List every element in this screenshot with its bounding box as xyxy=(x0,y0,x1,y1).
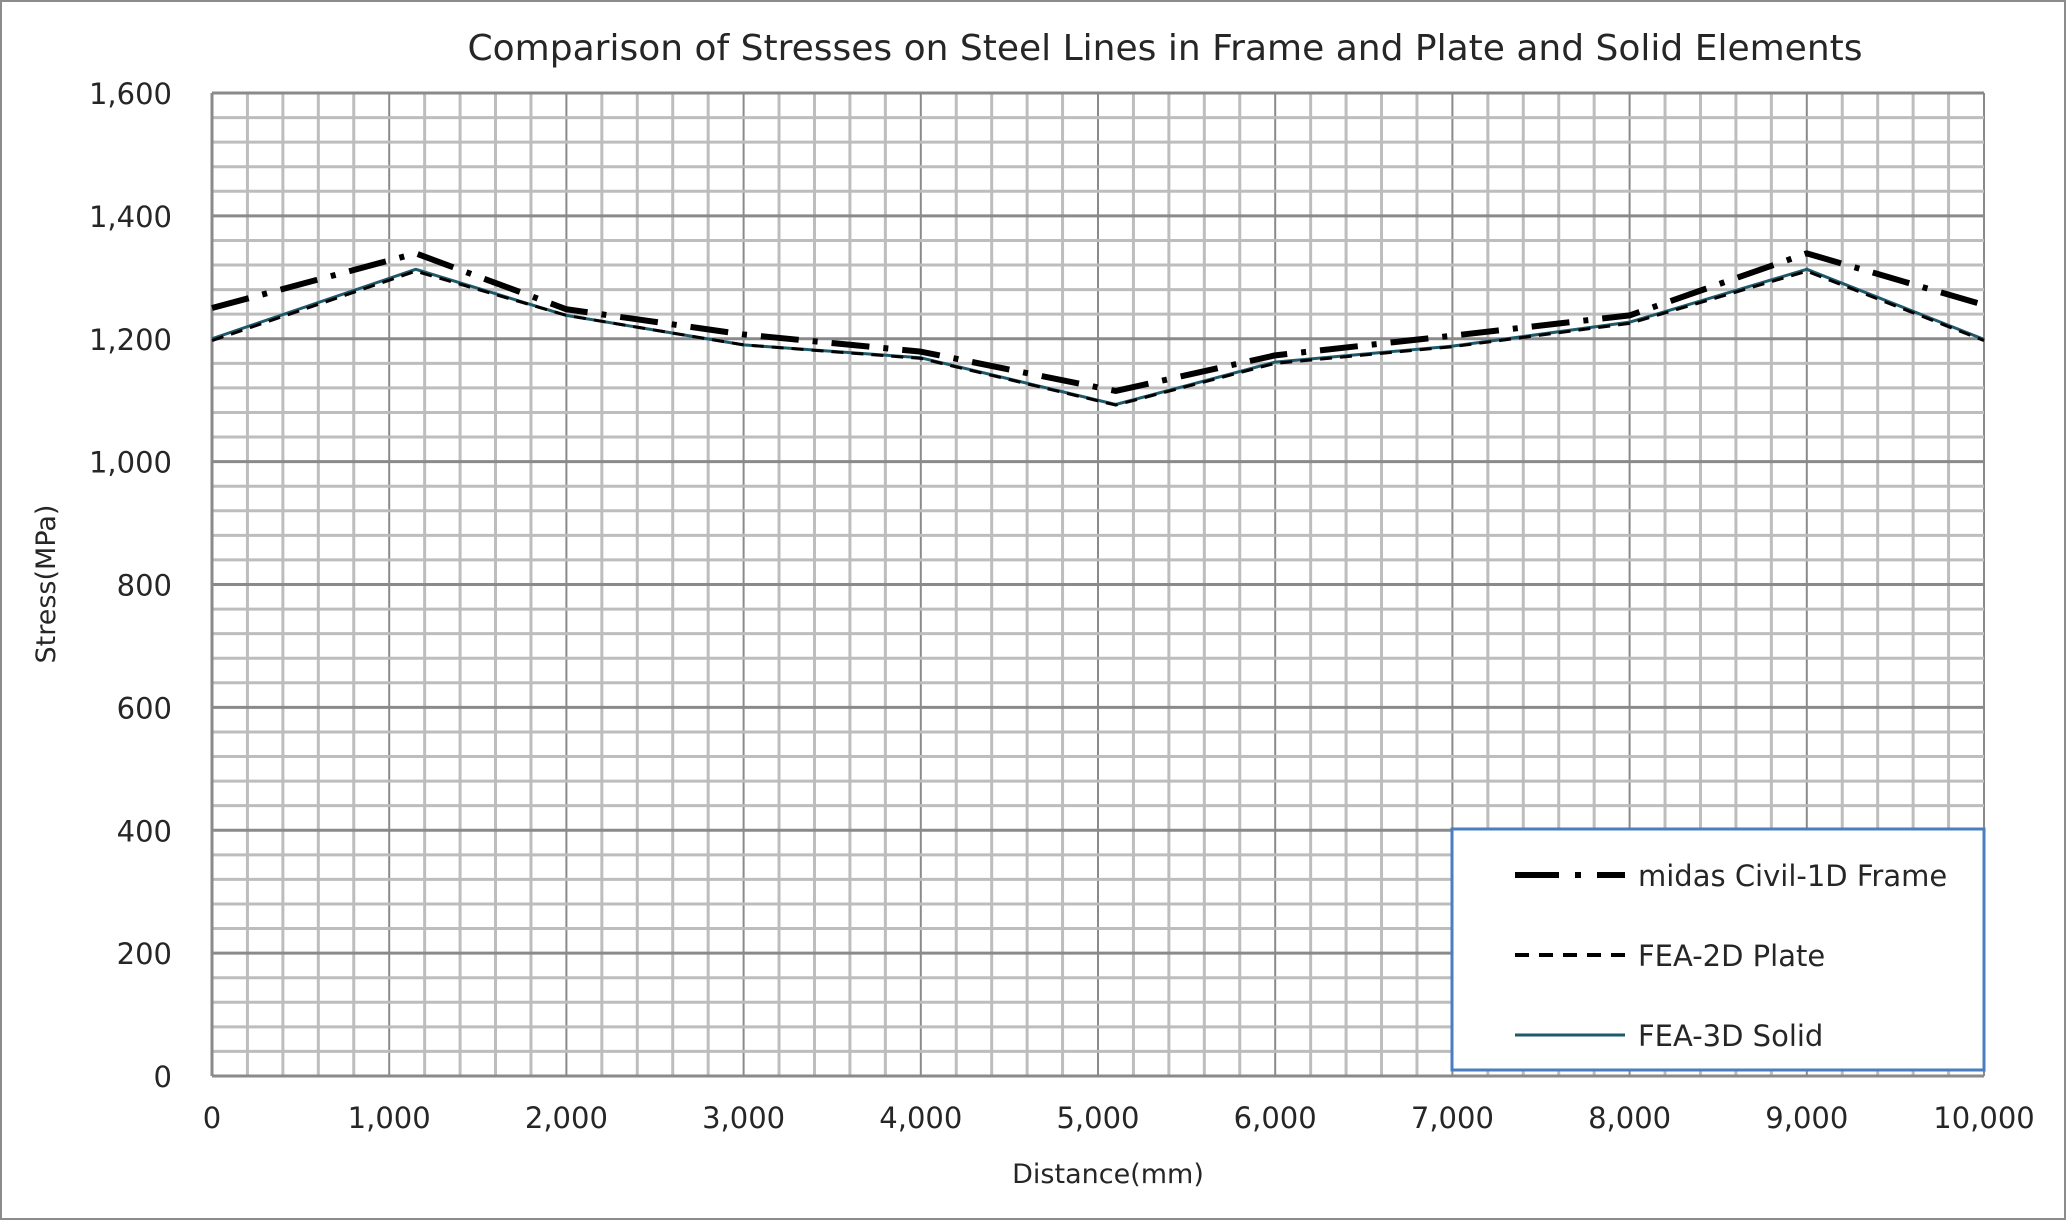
x-tick-label: 8,000 xyxy=(1588,1101,1671,1135)
legend-label: midas Civil-1D Frame xyxy=(1638,859,1947,893)
x-tick-labels: 0 1,000 2,000 3,000 4,000 5,000 6,000 7,000 8,00… xyxy=(203,1101,2035,1135)
chart-title: Comparison of Stresses on Steel Lines in… xyxy=(468,28,1863,69)
y-tick-label: 1,400 xyxy=(89,200,172,234)
x-tick-label: 0 xyxy=(203,1101,221,1135)
y-tick-label: 800 xyxy=(117,569,172,603)
x-axis-label: Distance(mm) xyxy=(1012,1159,1204,1190)
y-tick-label: 0 xyxy=(154,1060,172,1094)
x-tick-label: 7,000 xyxy=(1411,1101,1494,1135)
y-tick-labels: 0 200 400 600 800 1,000 1,200 1,400 1,600 xyxy=(89,77,172,1094)
y-tick-label: 1,000 xyxy=(89,446,172,480)
x-tick-label: 2,000 xyxy=(525,1101,608,1135)
x-tick-label: 6,000 xyxy=(1234,1101,1317,1135)
legend-label: FEA-2D Plate xyxy=(1638,939,1825,973)
y-axis-label: Stress(MPa) xyxy=(31,505,62,664)
legend-box xyxy=(1450,827,1986,1072)
x-tick-label: 1,000 xyxy=(348,1101,431,1135)
legend: midas Civil-1D Frame FEA-2D Plate FEA-3D S… xyxy=(1450,827,1986,1072)
legend-label: FEA-3D Solid xyxy=(1638,1019,1823,1053)
x-tick-label: 4,000 xyxy=(879,1101,962,1135)
y-tick-label: 1,200 xyxy=(89,323,172,357)
y-tick-label: 1,600 xyxy=(89,77,172,111)
y-tick-label: 200 xyxy=(117,937,172,971)
series-line-fea-2d-plate xyxy=(211,269,1985,407)
x-tick-label: 3,000 xyxy=(702,1101,785,1135)
series-line-midas-civil-1d-frame xyxy=(211,250,1985,394)
y-tick-label: 600 xyxy=(117,691,172,725)
x-tick-label: 5,000 xyxy=(1056,1101,1139,1135)
y-tick-label: 400 xyxy=(117,814,172,848)
x-tick-label: 9,000 xyxy=(1765,1101,1848,1135)
x-tick-label: 10,000 xyxy=(1933,1101,2034,1135)
series-lines xyxy=(211,250,1985,407)
